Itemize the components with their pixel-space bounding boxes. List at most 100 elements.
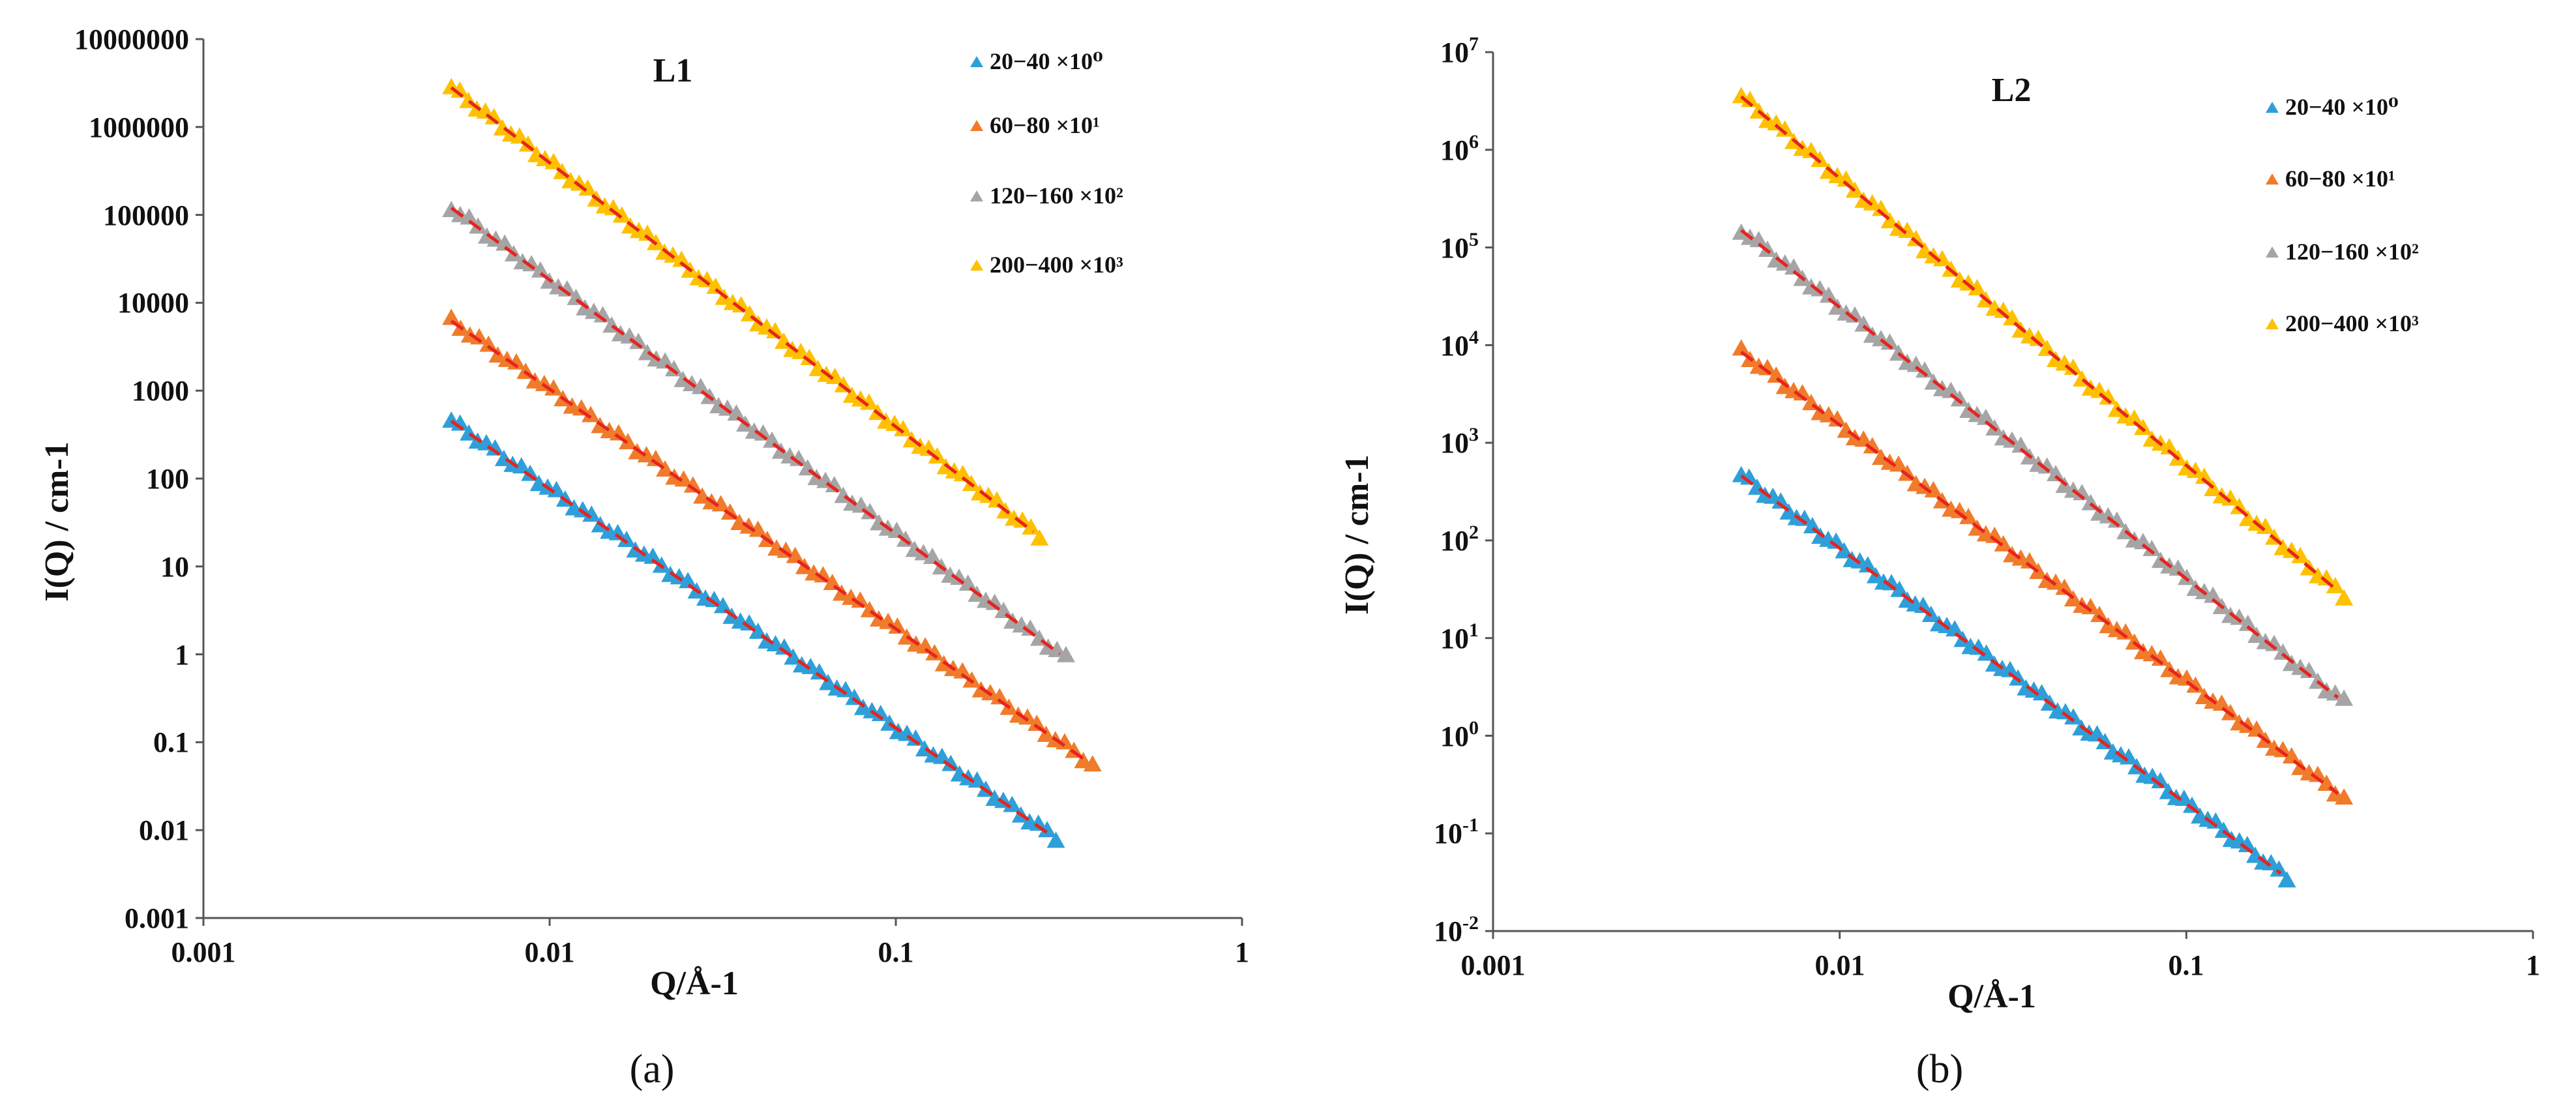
- data-point: [1021, 619, 1040, 636]
- y-tick-exponent: 2: [1469, 522, 1479, 543]
- data-point: [888, 617, 907, 634]
- data-point: [2273, 741, 2292, 758]
- panel-b-x-tick-label: 0.01: [1815, 949, 1865, 981]
- data-point: [1048, 640, 1067, 657]
- data-point: [2182, 796, 2201, 813]
- data-point: [953, 662, 972, 679]
- data-point: [1898, 222, 1917, 239]
- y-tick-base: 10: [1440, 720, 1469, 752]
- data-point: [460, 208, 479, 225]
- panel-a-y-tick-label: 10000: [117, 287, 189, 319]
- panel-b-series-3: [1732, 87, 2354, 606]
- data-point: [2282, 541, 2301, 558]
- panel-a-x-tick-label: 0.01: [525, 936, 575, 968]
- y-tick-exponent: 6: [1469, 131, 1479, 153]
- data-point: [2212, 694, 2231, 711]
- data-point: [2029, 329, 2048, 346]
- panel-b-y-tick-label: 103: [1440, 424, 1479, 459]
- data-point: [609, 424, 628, 441]
- panel-b-series-0: [1732, 466, 2296, 888]
- data-point: [1013, 511, 1032, 528]
- data-point: [792, 342, 810, 359]
- y-tick-exponent: -2: [1462, 912, 1479, 934]
- panel-b-y-tick-label: 10-2: [1434, 912, 1479, 947]
- panel-b-x-axis-title: Q/Å-1: [1947, 978, 2036, 1015]
- data-point: [1740, 468, 1758, 485]
- data-point: [2151, 772, 2170, 789]
- data-point: [941, 754, 960, 771]
- legend-marker: [970, 56, 983, 67]
- y-tick-base: 10: [1440, 37, 1469, 68]
- data-point: [1028, 714, 1046, 731]
- y-tick-exponent: -1: [1462, 814, 1479, 836]
- panel-b-series-1: [1732, 339, 2354, 805]
- data-point: [1055, 733, 1074, 750]
- data-point: [1037, 725, 1056, 742]
- data-point: [683, 476, 702, 493]
- data-point: [2256, 517, 2275, 534]
- data-point: [2003, 431, 2022, 448]
- panel-a-y-tick-label: 100000: [103, 200, 189, 231]
- data-point: [2090, 381, 2109, 398]
- data-point: [1741, 91, 1760, 108]
- data-point: [679, 572, 698, 589]
- y-tick-exponent: 0: [1469, 717, 1479, 739]
- data-point: [2186, 462, 2205, 479]
- data-point: [859, 393, 878, 410]
- data-point: [851, 496, 870, 513]
- data-point: [763, 431, 782, 448]
- data-point: [672, 250, 691, 267]
- panel-a-legend-label: 120−160 ×10²: [990, 183, 1123, 209]
- legend-marker: [2266, 102, 2279, 113]
- data-point: [2247, 720, 2266, 737]
- data-point: [2291, 546, 2310, 563]
- data-point: [698, 271, 717, 288]
- data-point: [1959, 507, 1978, 524]
- panel-b-y-tick-label: 100: [1440, 717, 1479, 752]
- panel-a-y-tick-label: 1000000: [89, 111, 189, 143]
- data-point: [766, 321, 785, 338]
- y-tick-base: 10: [1440, 427, 1469, 459]
- data-point: [727, 404, 746, 421]
- data-point: [1985, 526, 2004, 543]
- data-point: [1906, 355, 1925, 372]
- data-point: [819, 674, 838, 690]
- panel-a-x-tick-label: 1: [1235, 936, 1249, 968]
- y-tick-exponent: 4: [1469, 327, 1479, 348]
- panel-b-x-tick-label: 1: [2526, 949, 2540, 981]
- data-point: [656, 460, 675, 477]
- data-point: [2073, 484, 2092, 501]
- data-point: [2047, 573, 2065, 590]
- data-point: [544, 153, 563, 170]
- panel-b-y-ticks: 10-2 10-1 100 101 102 103 104 105 106 10…: [1434, 33, 1479, 947]
- panel-a-x-tick-label: 0.001: [171, 936, 236, 968]
- data-point: [1863, 194, 1882, 211]
- fit-line: [1740, 350, 2339, 795]
- data-point: [2177, 569, 2196, 585]
- data-point: [1968, 279, 1987, 296]
- data-point: [2037, 457, 2056, 474]
- panel-b-y-tick-label: 102: [1440, 522, 1479, 557]
- fit-line: [450, 86, 1035, 533]
- panel-a-title: L1: [653, 52, 693, 89]
- data-point: [1882, 574, 1901, 591]
- data-point: [2326, 576, 2345, 593]
- data-point: [836, 681, 855, 698]
- data-point: [1837, 170, 1856, 187]
- data-point: [2221, 489, 2240, 506]
- data-point: [2195, 467, 2213, 484]
- panel-a-caption: (a): [630, 1047, 675, 1091]
- panel-a: 10000000 1000000 100000 10000 1000 100 1…: [38, 23, 1249, 1091]
- data-point: [484, 108, 503, 125]
- data-point: [2160, 437, 2179, 454]
- data-point: [958, 574, 977, 591]
- y-tick-base: 10: [1440, 525, 1469, 557]
- data-point: [2326, 684, 2345, 701]
- data-point: [1977, 644, 1996, 661]
- data-point: [1775, 120, 1794, 137]
- data-point: [1932, 250, 1951, 267]
- data-point: [2277, 871, 2296, 888]
- data-point: [507, 353, 526, 370]
- data-point: [1795, 509, 1814, 526]
- data-point: [2151, 649, 2170, 666]
